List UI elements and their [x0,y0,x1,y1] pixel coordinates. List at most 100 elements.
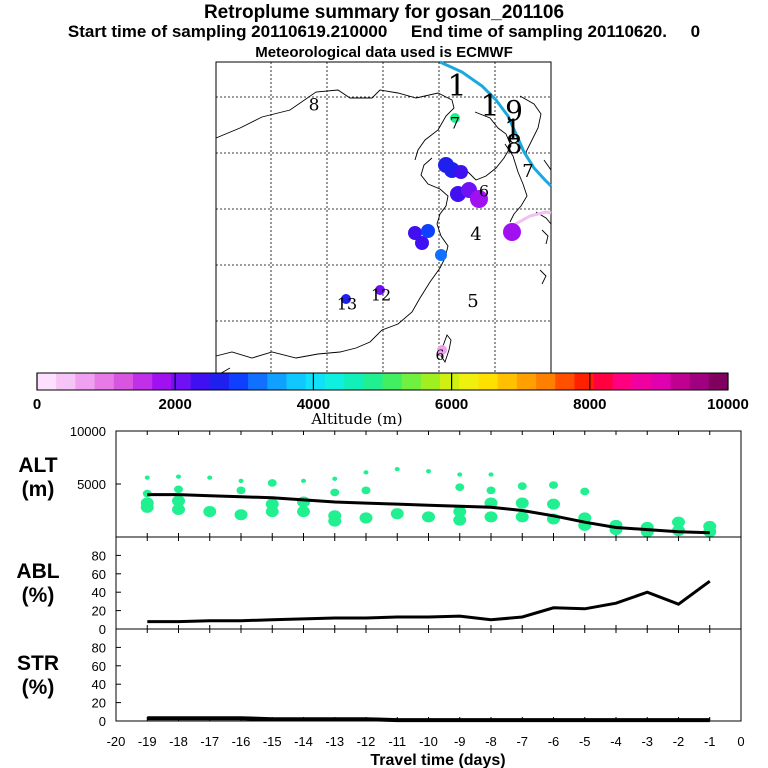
y-tick-label: 80 [92,548,106,563]
map-label-5: 8 [309,96,320,116]
colorbar-cell-4 [113,373,134,390]
colorbar-cell-10 [228,373,249,390]
altitude-colorbar: 0 2000 4000 6000 8000 10000 Altitude (m) [33,372,749,428]
colorbar-cell-14 [305,373,326,390]
colorbar-cell-11 [248,373,268,390]
map-label-1: 1 [480,89,499,124]
x-tick-label: -16 [232,734,251,749]
colorbar-cell-35 [708,373,729,390]
colorbar-cell-31 [632,373,652,390]
colorbar-label: Altitude (m) [310,410,402,428]
alt-point-41 [549,481,558,489]
x-tick-label: -5 [579,734,591,749]
str-line [147,716,710,723]
trajectory-blue [439,60,553,188]
colorbar-cell-22 [459,373,479,390]
colorbar-tick-label: 10000 [707,396,749,413]
x-tick-label: -18 [169,734,188,749]
str-panel: 0 20 40 60 80 STR(%) [17,628,742,729]
map-label-6: 7 [450,114,460,133]
map-dot-0 [450,113,460,123]
coastlines [215,89,552,377]
alt-point-16 [301,478,306,483]
x-tick-label: -11 [388,734,406,749]
colorbar-cell-8 [190,373,211,390]
colorbar-tick-label: 0 [33,396,41,413]
colorbar-cell-20 [420,373,441,390]
alt-point-4 [176,474,181,479]
alt-point-42 [547,498,560,510]
colorbar-cell-0 [37,373,57,390]
colorbar-tick-label: 4000 [297,396,330,413]
alt-point-39 [515,497,529,509]
alt-point-0 [144,475,150,480]
panel-frame [115,628,742,722]
alt-point-30 [457,472,463,477]
colorbar-cell-23 [478,373,498,390]
alt-point-20 [330,488,340,497]
alt-point-13 [267,479,277,487]
alt-point-26 [394,467,400,472]
map-label-7: 4 [470,224,481,245]
alt-point-32 [453,506,467,518]
alt-panel: 10000 5000 ALT(m) [18,424,742,538]
colorbar-cell-6 [152,373,172,390]
alt-point-27 [390,508,404,520]
panel-label-bottom: (%) [22,584,55,607]
abl-panel: 0 20 40 60 80 ABL(%) [16,536,742,637]
colorbar-cell-1 [56,373,76,390]
alt-point-51 [672,516,685,528]
y-tick-label: 40 [92,585,106,600]
x-tick-label: -1 [704,734,716,749]
alt-point-31 [455,483,465,492]
colorbar-cell-21 [440,373,460,390]
panel-label-top: ABL [16,560,59,583]
y-tick-label: 60 [92,659,106,674]
alt-point-24 [361,486,371,495]
chart-title: Retroplume summary for gosan_201106 [203,2,565,23]
alt-point-3 [140,501,154,513]
map-dot-8 [415,236,429,250]
x-tick-label: -19 [138,734,157,749]
colorbar-tick-label: 8000 [573,396,606,413]
y-tick-label: 20 [92,696,106,711]
colorbar-cell-29 [593,373,614,390]
colorbar-cell-18 [382,373,402,390]
panel-label-top: ALT [18,454,57,477]
map-label-2: 1 [504,114,522,147]
map-dot-14 [437,345,447,355]
x-tick-label: -15 [263,734,282,749]
y-tick-label: 20 [92,604,106,619]
alt-point-12 [234,509,248,521]
map-label-4: 8 [506,130,523,160]
alt-point-37 [484,511,498,523]
alt-point-22 [328,515,342,527]
alt-point-40 [515,511,529,523]
colorbar-cell-13 [286,373,307,390]
trajectory-pink [511,210,552,228]
x-tick-label: -3 [641,734,653,749]
colorbar-cell-2 [75,373,95,390]
map-dot-6 [470,190,488,208]
alt-point-18 [297,506,310,518]
met-data-note: Meteorological data used is ECMWF [255,44,513,61]
colorbar-cell-32 [651,373,671,390]
alt-point-38 [517,482,527,490]
map-dot-11 [503,223,521,241]
x-tick-label: -20 [107,734,126,749]
alt-point-7 [172,503,185,515]
alt-point-33 [453,514,467,526]
y-tick-label: 5000 [77,477,106,492]
map-label-11: 12 [371,286,391,305]
colorbar-cell-34 [689,373,710,390]
alt-mean-line [147,493,710,535]
abl-line [147,579,711,624]
colorbar-cell-25 [516,373,537,390]
colorbar-cell-12 [267,373,287,390]
x-tick-label: -9 [454,734,466,749]
colorbar-cell-27 [555,373,575,390]
alt-point-8 [207,475,213,480]
panel-label-bottom: (m) [22,478,55,501]
x-tick-label: -7 [516,734,528,749]
map-label-0: 1 [447,69,466,104]
